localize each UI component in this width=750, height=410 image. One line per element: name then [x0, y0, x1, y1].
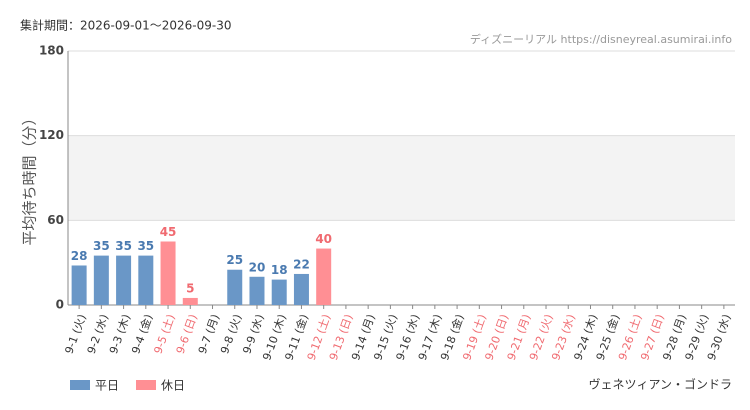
band-shade: [68, 135, 735, 221]
value-label: 28: [71, 249, 88, 263]
y-axis-label: 平均待ち時間（分）: [21, 110, 39, 245]
source: ディズニーリアル https://disneyreal.asumirai.inf…: [470, 32, 732, 46]
period: 集計期間：2026-09-01～2026-09-30: [20, 18, 231, 33]
value-label: 20: [249, 260, 266, 274]
value-label: 35: [93, 239, 110, 253]
y-tick-label: 180: [39, 44, 64, 58]
bar: [116, 255, 132, 305]
legend-swatch: [70, 380, 90, 390]
bar: [293, 273, 309, 305]
bar: [271, 279, 287, 305]
legend-swatch: [136, 380, 156, 390]
y-tick-label: 120: [39, 128, 64, 142]
value-label: 40: [315, 232, 332, 246]
y-tick-label: 60: [47, 213, 64, 227]
value-label: 25: [226, 253, 243, 267]
bar: [316, 248, 332, 305]
y-tick-label: 0: [56, 298, 64, 312]
value-label: 45: [160, 225, 177, 239]
bar: [182, 297, 198, 305]
value-label: 35: [137, 239, 154, 253]
bar: [71, 265, 87, 305]
bar: [160, 241, 176, 305]
legend-label: 休日: [161, 379, 185, 393]
bar: [227, 269, 243, 305]
value-label: 22: [293, 257, 310, 271]
legend-label: 平日: [95, 379, 119, 393]
bar: [93, 255, 109, 305]
attraction-name: ヴェネツィアン・ゴンドラ: [588, 377, 732, 392]
value-label: 18: [271, 263, 288, 277]
value-label: 35: [115, 239, 132, 253]
bar: [249, 276, 265, 305]
bar: [138, 255, 154, 305]
value-label: 5: [186, 281, 194, 295]
